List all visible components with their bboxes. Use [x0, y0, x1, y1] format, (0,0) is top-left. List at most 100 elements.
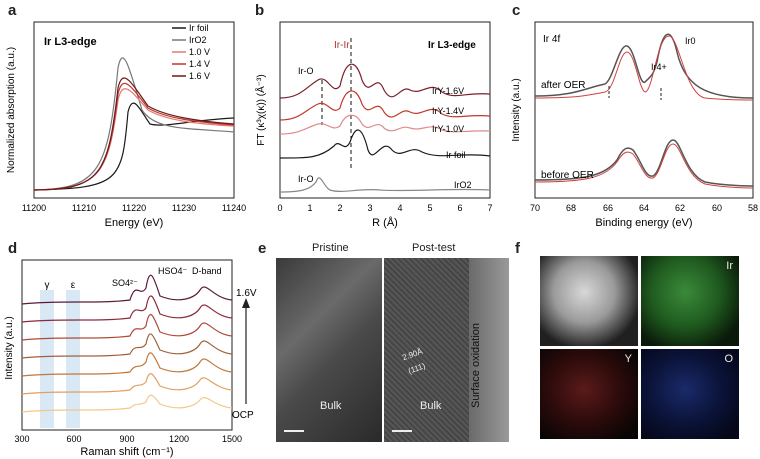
d-xtick-3: 1200 — [169, 434, 189, 444]
curve-after-oer — [534, 33, 754, 99]
scale-bar-right — [392, 430, 412, 432]
label-ocp: OCP — [232, 410, 254, 421]
panel-c-subtitle: Ir 4f — [543, 34, 560, 45]
b-xlabel: R (Å) — [372, 216, 398, 229]
c-ylabel: Intensity (a.u.) — [511, 78, 522, 141]
b-xtick-1: 1 — [307, 203, 312, 213]
panel-b-title: Ir L3-edge — [428, 40, 476, 51]
panel-a-title: Ir L3-edge — [44, 36, 97, 48]
c-xtick-5: 60 — [712, 203, 722, 213]
b-xtick-7: 7 — [487, 203, 492, 213]
d-xtick-4: 1500 — [222, 434, 242, 444]
label-pristine: Pristine — [312, 242, 349, 254]
label-d-band: D-band — [192, 266, 222, 276]
curve-1-6v — [33, 77, 235, 191]
panel-letter-a: a — [8, 2, 17, 19]
a-ylabel: Normalized absorption (a.u.) — [6, 47, 17, 173]
curve-1-4v — [33, 82, 235, 191]
legend-1-6v: 1.6 V — [189, 71, 210, 81]
panel-a-chart: Ir L3-edge Ir foil IrO2 1.0 V 1.4 V 1.6 … — [6, 21, 246, 229]
raman-spectra — [21, 274, 233, 413]
eds-map-o: O — [641, 349, 739, 439]
a-xlabel: Energy (eV) — [105, 217, 164, 229]
b-xtick-6: 6 — [457, 203, 462, 213]
label-gamma: γ — [45, 280, 50, 291]
label-ir-map: Ir — [726, 260, 733, 272]
raman-ocp — [21, 394, 233, 413]
label-ir0: Ir0 — [685, 36, 696, 46]
b-xtick-0: 0 — [277, 203, 282, 213]
label-ir-o-bottom: Ir-O — [298, 174, 314, 184]
b-xtick-5: 5 — [427, 203, 432, 213]
label-ir4: Ir4+ — [651, 62, 667, 72]
fit-before-oer — [534, 143, 754, 189]
label-o-map: O — [724, 353, 733, 365]
panel-f: Ir Y O — [540, 256, 740, 440]
b-ylabel: FT (κ³χ(κ)) (Å⁻³) — [254, 74, 267, 145]
panel-e: Pristine Post-test Bulk Bulk 2.90Å (111)… — [270, 240, 515, 455]
eds-map-y: Y — [540, 349, 638, 439]
panel-c-chart: Ir 4f after OER Ir4+ Ir0 before OER 70 6… — [511, 21, 758, 229]
label-ir-o-top: Ir-O — [298, 66, 314, 76]
panel-a-legend: Ir foil IrO2 1.0 V 1.4 V 1.6 V — [172, 23, 210, 81]
a-xtick-2: 11220 — [122, 203, 146, 213]
label-iro2-b: IrO2 — [454, 180, 472, 190]
curve-1-0v — [33, 88, 235, 191]
curve-ir-foil-b — [279, 129, 491, 159]
label-epsilon: ε — [71, 280, 76, 291]
raman-2 — [21, 295, 233, 323]
c-xtick-4: 62 — [675, 203, 685, 213]
c-xtick-2: 66 — [603, 203, 613, 213]
label-hso4: HSO4⁻ — [158, 266, 188, 276]
label-bulk-left: Bulk — [320, 400, 342, 412]
label-iry-1-0v: IrY-1.0V — [432, 124, 464, 134]
raman-1-6v — [21, 274, 233, 305]
label-1-6v: 1.6V — [236, 288, 257, 299]
d-ylabel: Intensity (a.u.) — [4, 316, 15, 379]
legend-ir-foil: Ir foil — [189, 23, 209, 33]
d-xtick-0: 300 — [14, 434, 29, 444]
panel-d-chart: γ ε SO4²⁻ HSO4⁻ D-band 1.6V OCP 300 600 … — [4, 259, 257, 458]
d-xlabel: Raman shift (cm⁻¹) — [80, 446, 173, 458]
d-xtick-2: 900 — [119, 434, 134, 444]
c-xlabel: Binding energy (eV) — [595, 217, 692, 229]
eds-haadf — [540, 256, 638, 346]
label-lattice: 2.90Å — [401, 346, 424, 363]
label-plane: (111) — [406, 361, 427, 376]
label-surface-oxidation: Surface oxidation — [470, 323, 482, 408]
legend-1-0v: 1.0 V — [189, 47, 210, 57]
panel-letter-b: b — [255, 2, 265, 19]
legend-1-4v: 1.4 V — [189, 59, 210, 69]
curve-iry-1-0v — [279, 114, 491, 135]
label-so4: SO4²⁻ — [112, 278, 138, 288]
curve-iry-1-4v — [279, 90, 491, 121]
panel-letter-f: f — [515, 240, 520, 257]
panel-b-chart: Ir L3-edge Ir-Ir Ir-O Ir-O IrY-1.6V IrY-… — [254, 21, 493, 229]
curve-iry-1-6v — [279, 63, 491, 99]
legend-iro2: IrO2 — [189, 35, 207, 45]
raman-4 — [21, 333, 233, 359]
scale-bar-left — [284, 430, 304, 432]
raman-6 — [21, 372, 233, 395]
a-xtick-3: 11230 — [172, 203, 196, 213]
label-bulk-right: Bulk — [420, 400, 442, 412]
a-xtick-0: 11200 — [22, 203, 46, 213]
a-xtick-1: 11210 — [72, 203, 96, 213]
label-ir-ir: Ir-Ir — [334, 40, 350, 51]
panel-letter-d: d — [8, 240, 18, 257]
label-ir-foil-b: Ir foil — [446, 150, 466, 160]
tem-image-post: Bulk 2.90Å (111) Surface oxidation — [384, 258, 509, 442]
fit-after-oer — [534, 35, 754, 101]
c-xtick-0: 70 — [530, 203, 540, 213]
a-xtick-4: 11240 — [222, 203, 246, 213]
raman-3 — [21, 313, 233, 341]
panel-letter-e: e — [258, 240, 267, 257]
label-before-oer: before OER — [541, 170, 594, 181]
curve-iro2 — [33, 57, 235, 191]
c-xtick-1: 68 — [566, 203, 576, 213]
label-after-oer: after OER — [541, 80, 585, 91]
label-iry-1-4v: IrY-1.4V — [432, 106, 464, 116]
eds-map-ir: Ir — [641, 256, 739, 346]
curve-before-oer — [534, 139, 754, 187]
curve-ir-foil — [33, 102, 235, 191]
